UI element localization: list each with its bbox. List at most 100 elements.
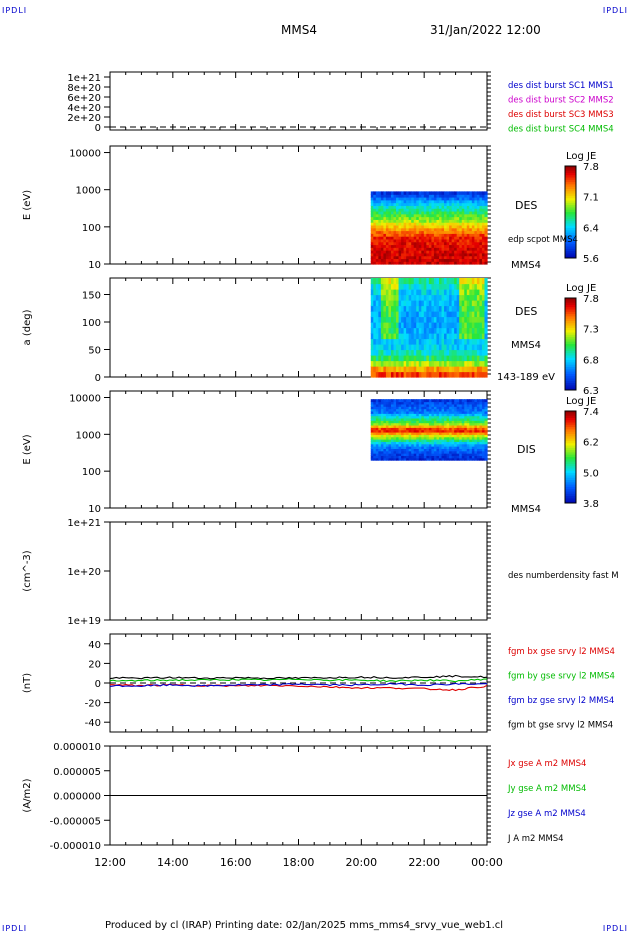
spectrogram-cell <box>390 424 395 428</box>
spectrogram-cell <box>393 261 397 265</box>
spectrogram-cell <box>406 429 410 433</box>
spectrogram-cell <box>456 216 460 220</box>
spectrogram-cell <box>471 219 475 223</box>
spectrogram-cell <box>378 436 382 440</box>
spectrogram-cell <box>403 289 407 296</box>
colorbar-segment <box>565 302 576 306</box>
spectrogram-cell <box>484 222 488 226</box>
spectrogram-cell <box>423 431 427 435</box>
spectrogram-cell <box>418 455 422 459</box>
spectrogram-cell <box>441 255 445 260</box>
spectrogram-cell <box>431 210 435 215</box>
spectrogram-cell <box>408 311 412 318</box>
spectrogram-cell <box>484 202 488 206</box>
spectrogram-cell <box>484 289 488 296</box>
spectrogram-cell <box>408 202 412 206</box>
spectrogram-cell <box>459 420 463 424</box>
spectrogram-cell <box>373 196 377 201</box>
spectrogram-cell <box>456 443 460 447</box>
spectrogram-cell <box>441 413 445 417</box>
spectrogram-cell <box>423 244 427 248</box>
spectrogram-cell <box>408 349 412 356</box>
colorbar-segment <box>565 182 576 185</box>
spectrogram-cell <box>396 338 400 345</box>
spectrogram-cell <box>411 289 415 296</box>
spectrogram-cell <box>413 441 417 445</box>
spectrogram-cell <box>413 457 417 461</box>
spectrogram-cell <box>454 219 458 223</box>
spectrogram-cell <box>428 305 433 312</box>
spectrogram-cell <box>413 453 417 456</box>
spectrogram-cell <box>390 403 395 407</box>
spectrogram-cell <box>388 455 392 459</box>
spectrogram-cell <box>375 443 379 447</box>
spectrogram-cell <box>481 424 486 428</box>
spectrogram-cell <box>416 349 420 356</box>
spectrogram-cell <box>469 453 473 456</box>
spectrogram-cell <box>388 408 392 412</box>
spectrogram-cell <box>456 441 460 445</box>
panel-label-dis: DIS <box>517 443 536 456</box>
spectrogram-cell <box>385 371 390 378</box>
spectrogram-cell <box>456 360 460 367</box>
spectrogram-cell <box>433 422 438 426</box>
spectrogram-cell <box>441 427 445 431</box>
spectrogram-cell <box>385 196 390 201</box>
spectrogram-cell <box>461 415 465 419</box>
spectrogram-cell <box>426 355 430 362</box>
spectrogram-cell <box>385 300 390 307</box>
spectrogram-cell <box>383 194 387 198</box>
spectrogram-cell <box>431 222 435 226</box>
spectrogram-cell <box>438 417 443 421</box>
spectrogram-cell <box>466 408 470 412</box>
spectrogram-cell <box>433 230 438 234</box>
spectrogram-cell <box>413 252 417 257</box>
spectrogram-cell <box>375 455 379 459</box>
spectrogram-cell <box>431 457 435 461</box>
spectrogram-cell <box>426 289 430 296</box>
spectrogram-cell <box>469 420 473 424</box>
spectrogram-cell <box>393 227 397 232</box>
spectrogram-cell <box>383 403 387 407</box>
spectrogram-cell <box>481 208 486 212</box>
spectrogram-cell <box>380 333 384 340</box>
spectrogram-cell <box>396 429 400 433</box>
spectrogram-cell <box>408 366 412 373</box>
spectrogram-cell <box>385 333 390 340</box>
spectrogram-cell <box>390 453 395 456</box>
spectrogram-cell <box>469 216 473 220</box>
spectrogram-cell <box>474 371 478 378</box>
spectrogram-cell <box>370 427 374 431</box>
spectrogram-cell <box>476 199 481 204</box>
spectrogram-cell <box>383 457 387 461</box>
footer-credit: Produced by cl (IRAP) Printing date: 02/… <box>105 920 504 931</box>
spectrogram-cell <box>464 436 468 440</box>
spectrogram-cell <box>446 427 450 431</box>
colorbar-segment <box>565 216 576 220</box>
spectrogram-cell <box>385 360 390 367</box>
spectrogram-cell <box>474 457 478 461</box>
spectrogram-cell <box>461 450 465 454</box>
spectrogram-cell <box>413 436 417 440</box>
legend-entry-j: Jy gse A m2 MMS4 <box>507 784 586 794</box>
spectrogram-cell <box>416 450 420 454</box>
spectrogram-cell <box>444 222 448 226</box>
spectrogram-cell <box>393 305 397 312</box>
colorbar-segment <box>565 218 576 222</box>
spectrogram-cell <box>423 196 427 201</box>
spectrogram-cell <box>436 438 440 442</box>
spectrogram-cell <box>441 429 445 433</box>
colorbar-segment <box>565 189 576 192</box>
spectrogram-cell <box>481 252 486 257</box>
spectrogram-cell <box>426 278 430 285</box>
spectrogram-cell <box>406 300 410 307</box>
spectrogram-cell <box>370 420 374 424</box>
spectrogram-cell <box>428 413 433 417</box>
spectrogram-cell <box>423 422 427 426</box>
spectrogram-cell <box>370 434 374 438</box>
spectrogram-cell <box>479 355 483 362</box>
colorbar-frame-1 <box>564 165 577 259</box>
spectrogram-cell <box>380 349 384 356</box>
spectrogram-cell <box>476 422 481 426</box>
spectrogram-cell <box>464 278 468 285</box>
